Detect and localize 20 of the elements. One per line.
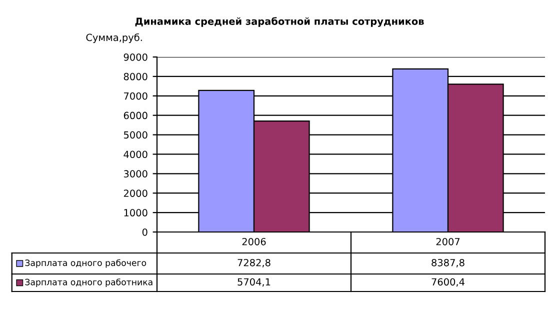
y-tick-label: 1000 [124,209,148,216]
x-tick-label: 2006 [242,238,266,246]
data-label: 8387,8 [432,258,464,268]
y-tick-label: 7000 [124,92,148,100]
data-label: 5704,1 [238,278,270,287]
data-label: 7600,4 [432,278,464,287]
chart-title: Динамика средней заработной платы сотрудников [135,17,424,27]
legend-label: Зарплата одного работника [25,278,152,287]
y-tick-label: 5000 [124,131,148,139]
y-tick-label: 8000 [124,72,148,80]
y-axis-title: Сумма,руб. [86,33,142,43]
x-tick-label: 2007 [436,238,460,246]
y-tick-label: 9000 [124,53,148,61]
y-tick-label: 2000 [124,190,148,197]
y-tick-label: 6000 [124,112,148,120]
y-tick-label: 0 [142,228,148,236]
data-label: 7282,8 [238,258,270,268]
y-tick-label: 4000 [124,150,148,158]
legend-label: Зарплата одного рабочего [25,259,146,268]
y-tick-label: 3000 [124,170,148,178]
